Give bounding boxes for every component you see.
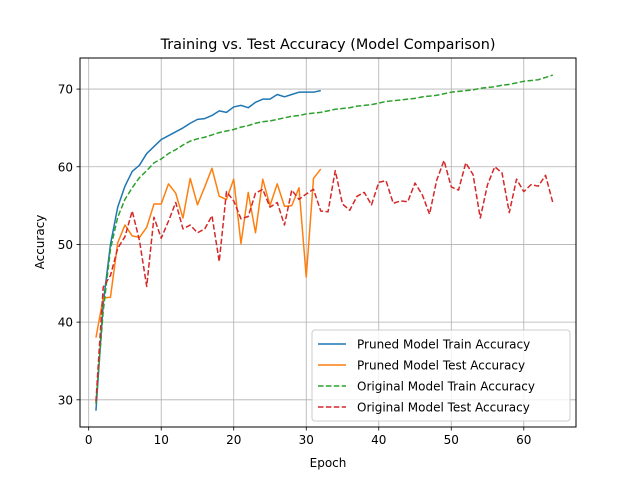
- x-axis-label: Epoch: [310, 456, 347, 470]
- y-tick-label: 30: [58, 393, 73, 407]
- y-tick-label: 50: [58, 238, 73, 252]
- x-tick-label: 50: [444, 433, 459, 447]
- x-tick-label: 0: [85, 433, 93, 447]
- x-tick-label: 60: [516, 433, 531, 447]
- grid-lines: [80, 58, 576, 427]
- y-tick-label: 60: [58, 160, 73, 174]
- series-line-2: [95, 167, 322, 338]
- series-line-4: [95, 159, 554, 402]
- series-line-3: [95, 74, 554, 404]
- y-axis-label: Accuracy: [33, 215, 47, 270]
- legend-label: Pruned Model Test Accuracy: [357, 359, 525, 373]
- x-tick-label: 20: [226, 433, 241, 447]
- y-tick-label: 40: [58, 316, 73, 330]
- x-tick-label: 10: [154, 433, 169, 447]
- y-axis-ticks: 30 40 50 60 70: [58, 83, 80, 407]
- series-group: [95, 74, 554, 411]
- axes-frame: [79, 57, 577, 428]
- legend: Pruned Model Train Accuracy Pruned Model …: [311, 329, 571, 422]
- x-tick-label: 40: [371, 433, 386, 447]
- legend-label: Original Model Train Accuracy: [357, 380, 535, 394]
- chart-title: Training vs. Test Accuracy (Model Compar…: [160, 37, 496, 53]
- x-tick-label: 30: [299, 433, 314, 447]
- y-tick-label: 70: [58, 83, 73, 97]
- legend-box: [311, 329, 571, 422]
- legend-label: Pruned Model Train Accuracy: [357, 338, 530, 352]
- series-line-1: [95, 89, 321, 411]
- x-axis-ticks: 0 10 20 30 40 50 60: [85, 427, 531, 447]
- legend-label: Original Model Test Accuracy: [357, 401, 530, 415]
